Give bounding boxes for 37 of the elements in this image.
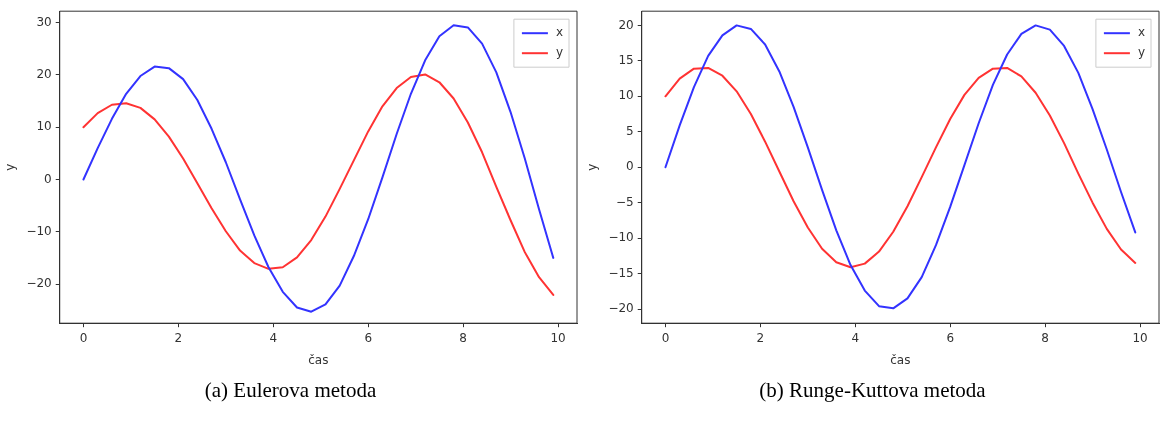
x-tick-label: 0 <box>79 330 88 345</box>
x-tick-label: 6 <box>364 330 373 345</box>
y-tick-label: −20 <box>608 301 634 316</box>
y-tick-label: 5 <box>626 123 634 138</box>
x-tick-label: 2 <box>174 330 183 345</box>
x-tick-label: 0 <box>661 330 670 345</box>
legend-label: x <box>555 25 564 40</box>
x-tick-label: 4 <box>851 330 860 345</box>
y-tick-label: −15 <box>608 265 634 280</box>
x-axis-title: čas <box>308 352 329 367</box>
y-axis-title: y <box>585 163 600 171</box>
x-tick-label: 2 <box>756 330 765 345</box>
legend-label: x <box>1137 25 1146 40</box>
y-tick-label: 30 <box>36 14 52 29</box>
x-axis-title: čas <box>890 352 911 367</box>
legend-label: y <box>555 45 564 60</box>
y-tick-label: 15 <box>618 52 634 67</box>
y-axis-title: y <box>3 163 18 171</box>
y-tick-label: −10 <box>26 223 52 238</box>
x-tick-label: 6 <box>946 330 955 345</box>
y-tick-label: −20 <box>26 276 52 291</box>
x-tick-label: 10 <box>1132 330 1148 345</box>
x-tick-label: 8 <box>1041 330 1049 345</box>
x-tick-label: 8 <box>459 330 467 345</box>
y-tick-label: 0 <box>44 171 52 186</box>
x-tick-label: 10 <box>550 330 566 345</box>
y-tick-label: 20 <box>36 67 52 82</box>
y-tick-label: 20 <box>618 17 634 32</box>
x-tick-label: 4 <box>269 330 278 345</box>
text: (a) Eulerova metoda <box>203 378 378 403</box>
y-tick-label: −10 <box>608 230 634 245</box>
y-tick-label: −5 <box>616 194 634 209</box>
y-tick-label: 10 <box>618 88 634 103</box>
y-tick-label: 10 <box>36 119 52 134</box>
y-tick-label: 0 <box>626 159 634 174</box>
text: (b) Runge-Kuttova metoda <box>758 378 987 403</box>
legend-label: y <box>1137 45 1146 60</box>
